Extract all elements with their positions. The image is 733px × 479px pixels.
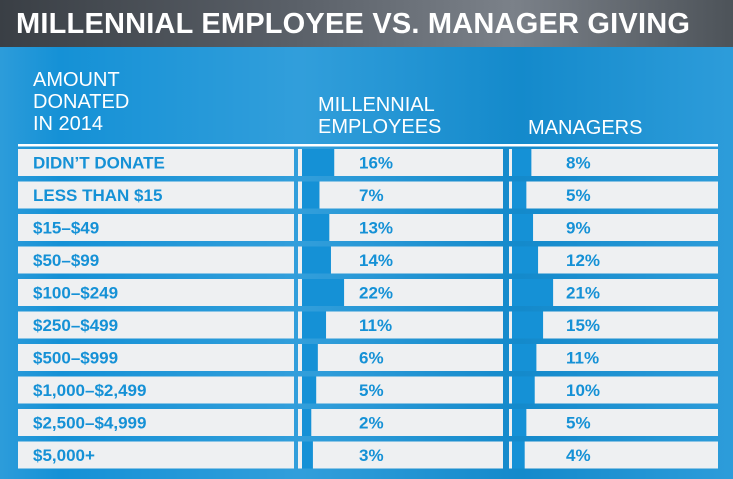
managers-value-label: 10% <box>566 381 600 400</box>
managers-cell-bg <box>509 149 718 176</box>
category-row-bg <box>18 376 294 404</box>
managers-cell-bg <box>509 246 718 274</box>
millennial-bar <box>302 311 327 339</box>
header-divider <box>18 144 718 147</box>
category-row-bg <box>18 409 294 436</box>
millennial-cell-bg <box>298 181 503 209</box>
managers-value-label: 4% <box>566 446 591 465</box>
managers-bar <box>512 214 534 241</box>
millennial-value-label: 14% <box>359 251 393 270</box>
page-title: MILLENNIAL EMPLOYEE VS. MANAGER GIVING <box>16 8 691 40</box>
managers-bar <box>512 149 532 176</box>
millennial-cell-bg <box>298 376 503 404</box>
title-bar: MILLENNIAL EMPLOYEE VS. MANAGER GIVING <box>0 0 733 47</box>
category-row-bg <box>18 311 294 339</box>
category-row-bg <box>18 149 294 176</box>
managers-cell-bg <box>509 376 718 404</box>
millennial-bar <box>302 376 317 404</box>
category-label: $5,000+ <box>33 446 95 465</box>
category-label: DIDN’T DONATE <box>33 154 165 173</box>
managers-value-label: 12% <box>566 251 600 270</box>
managers-bar <box>512 181 527 209</box>
millennial-value-label: 22% <box>359 284 393 303</box>
category-row-bg <box>18 344 294 371</box>
millennial-value-label: 2% <box>359 414 384 433</box>
managers-value-label: 21% <box>566 284 600 303</box>
category-label: $15–$49 <box>33 219 99 238</box>
millennial-value-label: 5% <box>359 381 384 400</box>
millennial-bar <box>302 181 320 209</box>
managers-bar <box>512 376 535 404</box>
managers-value-label: 9% <box>566 219 591 238</box>
managers-bar <box>512 344 537 371</box>
category-label: $50–$99 <box>33 251 99 270</box>
millennial-value-label: 13% <box>359 219 393 238</box>
managers-value-label: 5% <box>566 414 591 433</box>
managers-cell-bg <box>509 441 718 469</box>
category-label: $500–$999 <box>33 349 118 368</box>
millennial-bar <box>302 279 345 306</box>
managers-cell-bg <box>509 214 718 241</box>
millennial-bar <box>302 149 335 176</box>
category-row-bg <box>18 181 294 209</box>
managers-cell-bg <box>509 311 718 339</box>
millennial-bar <box>302 246 331 274</box>
millennial-cell-bg <box>298 441 503 469</box>
managers-bar <box>512 246 539 274</box>
managers-cell-bg <box>509 181 718 209</box>
millennial-cell-bg <box>298 311 503 339</box>
millennial-cell-bg <box>298 409 503 436</box>
millennial-bar <box>302 344 318 371</box>
managers-cell-bg <box>509 344 718 371</box>
millennial-cell-bg <box>298 246 503 274</box>
category-label: $2,500–$4,999 <box>33 414 146 433</box>
managers-cell-bg <box>509 409 718 436</box>
millennial-value-label: 6% <box>359 349 384 368</box>
millennial-bar <box>302 441 313 469</box>
millennial-value-label: 7% <box>359 186 384 205</box>
category-row-bg <box>18 279 294 306</box>
managers-value-label: 11% <box>566 349 599 368</box>
managers-bar <box>512 441 525 469</box>
category-label: $100–$249 <box>33 284 118 303</box>
millennial-cell-bg <box>298 344 503 371</box>
category-label: $250–$499 <box>33 316 118 335</box>
managers-value-label: 5% <box>566 186 591 205</box>
managers-bar <box>512 311 544 339</box>
millennial-value-label: 11% <box>359 316 392 335</box>
category-row-bg <box>18 246 294 274</box>
managers-value-label: 8% <box>566 154 591 173</box>
managers-bar <box>512 409 527 436</box>
millennial-cell-bg <box>298 214 503 241</box>
millennial-bar <box>302 409 312 436</box>
header-managers: MANAGERS <box>528 117 643 139</box>
millennial-value-label: 3% <box>359 446 384 465</box>
millennial-value-label: 16% <box>359 154 393 173</box>
header-amount-donated: AMOUNT DONATED IN 2014 <box>33 69 130 135</box>
category-row-bg <box>18 214 294 241</box>
header-millennial-employees: MILLENNIAL EMPLOYEES <box>318 94 442 138</box>
category-label: $1,000–$2,499 <box>33 381 146 400</box>
managers-bar <box>512 279 554 306</box>
millennial-bar <box>302 214 330 241</box>
managers-value-label: 15% <box>566 316 600 335</box>
category-label: LESS THAN $15 <box>33 186 162 205</box>
category-row-bg <box>18 441 294 469</box>
